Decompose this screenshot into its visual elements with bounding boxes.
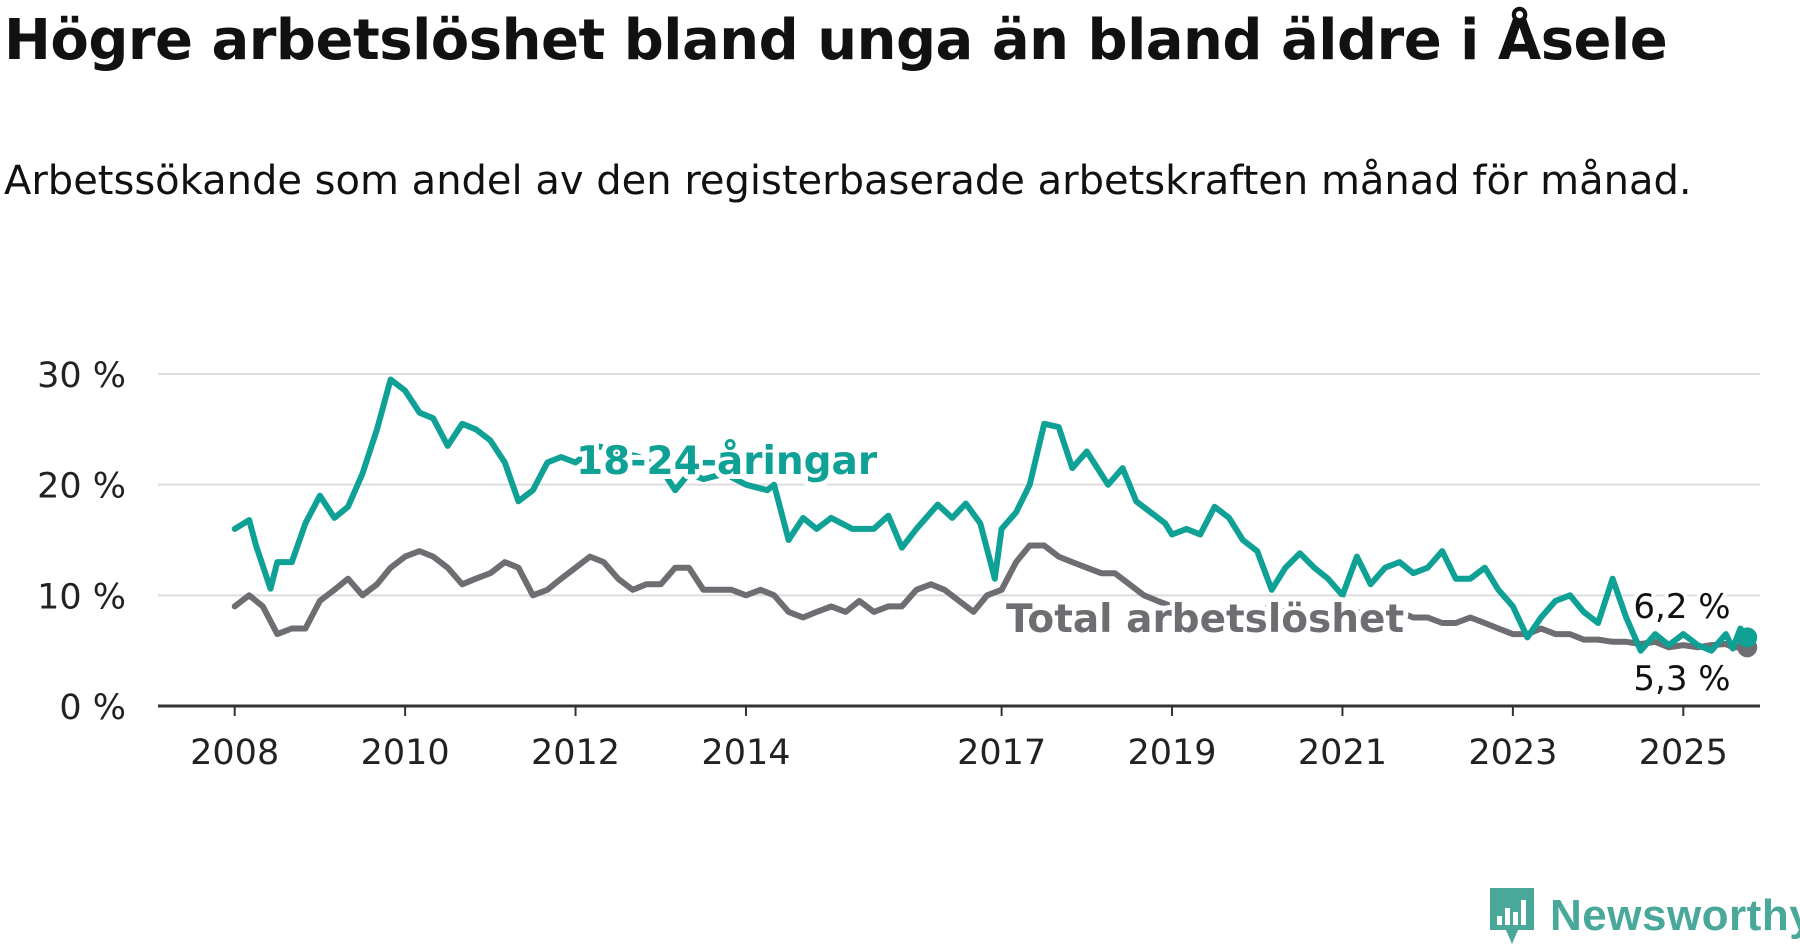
x-tick-label: 2025 xyxy=(1639,733,1728,773)
x-tick-label: 2021 xyxy=(1298,733,1387,773)
x-tick-label: 2023 xyxy=(1468,733,1557,773)
end-value-label-youth: 6,2 % xyxy=(1633,587,1730,627)
x-tick-label: 2017 xyxy=(957,733,1046,773)
x-tick-label: 2014 xyxy=(701,733,790,773)
x-tick-label: 2008 xyxy=(190,733,279,773)
grid-lines xyxy=(158,373,1760,597)
series-labels: 18-24-åringar Total arbetslöshet 6,2 % 5,3 … xyxy=(571,434,1735,703)
series-line-total xyxy=(231,542,1751,651)
y-tick-label: 10 % xyxy=(37,577,126,617)
chart-subtitle: Arbetssökande som andel av den registerb… xyxy=(4,158,1692,204)
end-point-youth xyxy=(1737,627,1758,648)
x-axis: 2008 2010 2012 2014 2017 2019 2021 2023 2025 xyxy=(158,704,1760,773)
end-value-label-total: 5,3 % xyxy=(1633,659,1730,699)
x-tick-label: 2010 xyxy=(361,733,450,773)
x-tick-label: 2019 xyxy=(1127,733,1216,773)
y-tick-label: 30 % xyxy=(37,356,126,396)
chart-title: Högre arbetslöshet bland unga än bland ä… xyxy=(4,8,1668,73)
series-label-total: Total arbetslöshet xyxy=(1006,597,1404,642)
logo-text: Newsworthy xyxy=(1550,891,1800,940)
series-line-youth xyxy=(231,376,1751,654)
series-lines xyxy=(231,376,1758,658)
newsworthy-logo-icon xyxy=(1490,888,1534,944)
y-tick-label: 0 % xyxy=(59,688,126,728)
y-tick-label: 20 % xyxy=(37,467,126,507)
x-tick-label: 2012 xyxy=(531,733,620,773)
series-label-youth: 18-24-åringar xyxy=(576,439,878,484)
newsworthy-logo: Newsworthy xyxy=(1488,886,1800,946)
y-axis-tick-labels: 0 % 10 % 20 % 30 % xyxy=(37,356,126,728)
